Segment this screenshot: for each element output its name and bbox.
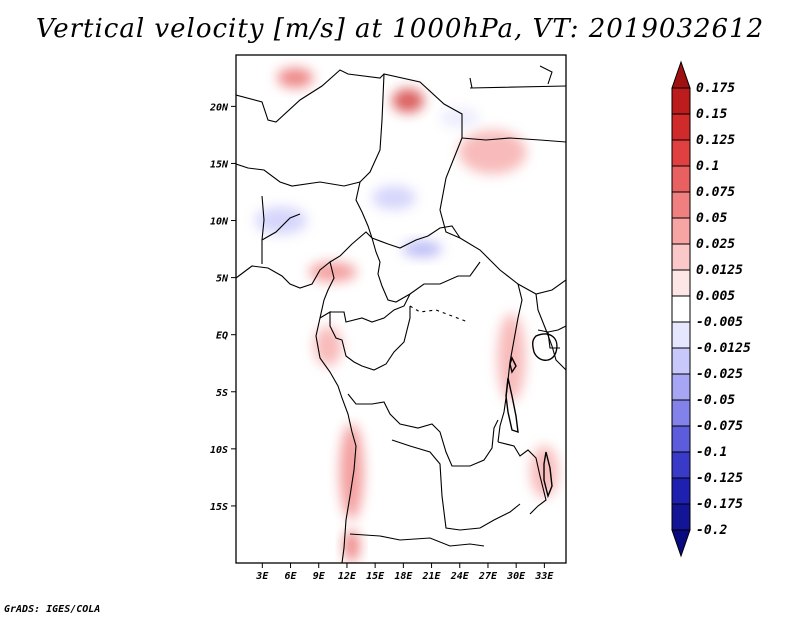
colorbar-band — [671, 243, 691, 271]
upwelling-northwest-sahara — [277, 67, 314, 88]
upwelling-sudan — [458, 130, 527, 175]
border-drc-east — [497, 283, 523, 443]
lat-label: 10S — [210, 445, 228, 456]
colorbar-label: 0.15 — [696, 107, 727, 122]
colorbar-band — [671, 503, 691, 531]
colorbar-band — [671, 165, 691, 193]
border-car-chad — [371, 225, 461, 249]
colorbar-bottom-arrow — [671, 529, 691, 558]
colorbar-label: 0.025 — [696, 237, 735, 252]
lat-label: 5N — [216, 274, 229, 285]
colorbar-band — [671, 321, 691, 349]
grads-credit: GrADS: IGES/COLA — [4, 604, 101, 615]
colorbar-label: -0.1 — [696, 445, 727, 460]
colorbar-label: 0.125 — [696, 133, 735, 148]
velocity-field — [255, 67, 559, 562]
border-congo-drc — [330, 293, 411, 323]
colorbar-label: -0.025 — [696, 367, 743, 382]
colorbar-band — [671, 191, 691, 219]
border-egypt-sudan — [469, 65, 553, 89]
border-nigeria-cameroon — [329, 231, 481, 303]
colorbar-top-arrow — [671, 60, 691, 89]
coastline-west-africa — [236, 261, 357, 563]
border-niger-south — [236, 163, 361, 187]
colorbar-band — [671, 295, 691, 323]
colorbar-band — [671, 451, 691, 479]
colorbar-label: -0.2 — [696, 523, 727, 538]
colorbar-band — [671, 113, 691, 141]
lat-label: 15S — [210, 502, 228, 513]
colorbar-label: -0.125 — [696, 471, 743, 486]
colorbar-band — [671, 87, 691, 115]
lon-label: 12E — [338, 571, 357, 582]
lon-label: 9E — [313, 571, 326, 582]
colorbar-label: 0.075 — [696, 185, 735, 200]
colorbar-band — [671, 217, 691, 245]
plot-title: Vertical velocity [m/s] at 1000hPa, VT: … — [35, 14, 765, 44]
lat-label: 10N — [210, 217, 229, 228]
colorbar-label: -0.05 — [696, 393, 735, 408]
border-chad-niger — [355, 73, 385, 239]
lat-label: 20N — [209, 102, 229, 113]
border-gabon — [319, 306, 411, 371]
border-sahara-north — [236, 69, 566, 295]
lake-victoria — [531, 333, 558, 361]
colorbar-label: 0.1 — [696, 159, 719, 174]
latitude-axis: 20N 15N 10N 5N EQ 5S 10S 15S — [209, 102, 236, 513]
lon-label: 6E — [285, 571, 298, 582]
lat-label: 5S — [216, 388, 228, 399]
subsidence-niger — [255, 206, 308, 235]
colorbar-band — [671, 399, 691, 427]
lon-label: 15E — [366, 571, 385, 582]
upwelling-angola-coast — [339, 423, 364, 520]
border-drc-angola — [347, 393, 499, 467]
river-congo-inner — [409, 305, 469, 323]
country-borders — [236, 65, 566, 563]
colorbar-band — [671, 373, 691, 401]
colorbar-band — [671, 347, 691, 375]
border-namibia — [349, 533, 485, 547]
border-angola-zambia — [391, 439, 521, 531]
colorbar-band — [671, 139, 691, 167]
lon-label: 21E — [422, 571, 442, 582]
lat-label: EQ — [216, 331, 228, 342]
lake-kivu — [509, 356, 517, 374]
colorbar: 0.175 0.15 0.125 0.1 0.075 0.05 0.025 0.0125 0.0… — [671, 60, 751, 558]
colorbar-band — [671, 269, 691, 297]
border-sudan — [461, 85, 566, 143]
border-nigeria — [261, 195, 301, 264]
lon-label: 30E — [506, 571, 526, 582]
lake-malawi — [543, 451, 553, 499]
lon-label: 33E — [534, 571, 554, 582]
border-zambia-east — [497, 441, 547, 515]
colorbar-label: -0.075 — [696, 419, 743, 434]
colorbar-label: -0.175 — [696, 497, 743, 512]
longitude-axis: 3E 6E 9E 12E 15E 18E 21E 24E 27E 30E 33E — [255, 563, 554, 582]
lon-label: 18E — [394, 571, 413, 582]
colorbar-label: 0.0125 — [696, 263, 743, 278]
upwelling-tibesti — [392, 88, 425, 113]
subsidence-sahara-east — [439, 107, 480, 128]
colorbar-label: 0.05 — [696, 211, 727, 226]
colorbar-band — [671, 477, 691, 505]
lon-label: 3E — [255, 571, 269, 582]
lon-label: 24E — [450, 571, 470, 582]
colorbar-label: 0.175 — [696, 81, 735, 96]
lon-label: 27E — [478, 571, 498, 582]
colorbar-band — [671, 425, 691, 453]
colorbar-label: 0.005 — [696, 289, 735, 304]
subsidence-central-african-republic — [402, 241, 443, 258]
lake-tanganyika — [505, 377, 519, 434]
colorbar-label: -0.0125 — [696, 341, 751, 356]
map-frame — [235, 54, 567, 564]
lat-label: 15N — [210, 159, 229, 170]
subsidence-chad — [371, 185, 416, 210]
colorbar-label: -0.005 — [696, 315, 743, 330]
upwelling-namibia-coast — [343, 529, 360, 562]
